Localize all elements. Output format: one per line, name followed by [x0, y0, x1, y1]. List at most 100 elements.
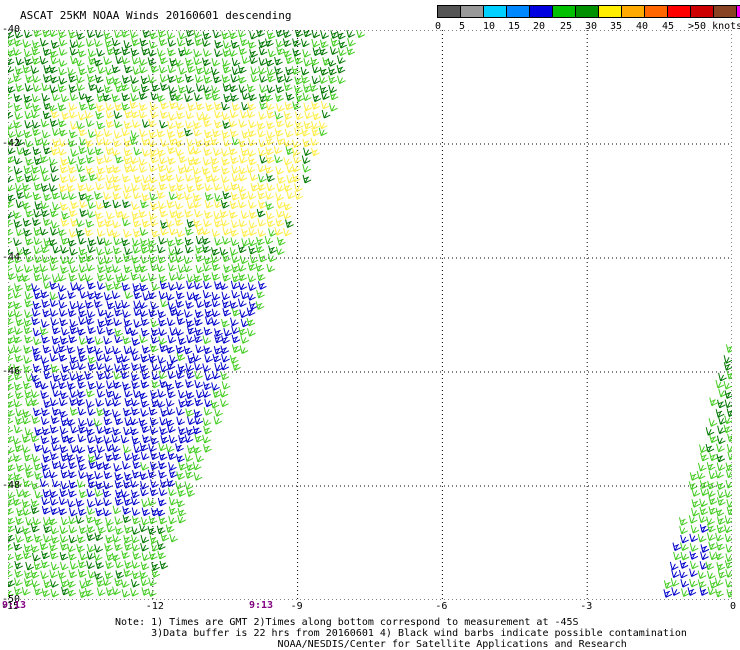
wind-barb — [237, 199, 247, 209]
wind-barb — [104, 570, 114, 580]
wind-barb — [60, 578, 70, 588]
wind-barb — [22, 409, 32, 418]
wind-barb — [66, 452, 76, 462]
wind-barb — [52, 373, 62, 382]
wind-barb — [103, 255, 113, 264]
wind-barb — [105, 587, 115, 596]
wind-barb — [201, 38, 211, 47]
wind-barb — [258, 57, 268, 66]
wind-barb — [31, 120, 41, 129]
wind-barb — [87, 237, 97, 247]
wind-barb — [139, 308, 149, 318]
wind-barb — [121, 461, 131, 470]
wind-barb — [258, 46, 268, 56]
wind-barb — [148, 308, 158, 318]
wind-barb — [192, 425, 202, 435]
wind-barb — [51, 336, 61, 345]
wind-barb — [78, 272, 87, 282]
wind-barb — [33, 336, 42, 346]
wind-barb — [39, 263, 49, 273]
wind-barb — [250, 73, 260, 83]
wind-barb — [79, 102, 88, 111]
wind-barb — [291, 147, 301, 156]
wind-barb — [78, 66, 88, 76]
wind-barb — [689, 533, 699, 543]
wind-barb — [177, 507, 187, 517]
wind-barb — [24, 57, 33, 66]
wind-barb — [8, 175, 14, 183]
wind-barb — [158, 370, 168, 380]
wind-barb — [34, 137, 44, 146]
wind-barb — [14, 30, 23, 39]
wind-barb — [8, 553, 14, 561]
wind-barb — [149, 417, 159, 426]
wind-barb — [33, 182, 43, 191]
wind-barb — [211, 57, 221, 67]
wind-barb — [214, 192, 223, 202]
wind-barb — [285, 219, 294, 228]
wind-barb — [185, 390, 195, 400]
wind-barb — [187, 416, 196, 425]
wind-barb — [77, 507, 87, 516]
wind-barb — [75, 498, 85, 508]
wind-barb — [691, 508, 700, 517]
wind-barb — [302, 174, 312, 184]
wind-barb — [130, 489, 140, 499]
wind-barb — [131, 570, 141, 580]
wind-barb — [104, 38, 114, 48]
wind-barb — [147, 48, 157, 57]
wind-barb — [250, 183, 260, 192]
wind-barb — [113, 30, 123, 39]
wind-barb — [291, 66, 301, 75]
wind-barb — [94, 191, 103, 200]
wind-barb — [87, 200, 97, 210]
wind-barb — [725, 479, 732, 489]
note-line-1: Note: 1) Times are GMT 2)Times along bot… — [115, 617, 579, 628]
wind-barb — [8, 580, 16, 588]
wind-barb — [61, 211, 70, 220]
wind-barb — [85, 94, 94, 103]
wind-barb — [8, 285, 14, 292]
wind-barb — [222, 64, 232, 74]
wind-barb — [105, 453, 114, 462]
wind-barb — [8, 508, 14, 515]
wind-barb — [183, 255, 193, 265]
wind-barb — [85, 138, 94, 148]
wind-barb — [23, 345, 33, 354]
wind-barb — [671, 569, 680, 579]
wind-barb — [195, 299, 205, 308]
wind-barb — [193, 56, 203, 66]
wind-barb — [49, 579, 59, 588]
wind-barb — [247, 102, 257, 111]
wind-barb — [139, 363, 149, 373]
wind-barb — [147, 273, 157, 282]
wind-barb — [86, 506, 96, 516]
wind-barb — [274, 227, 284, 236]
wind-barb — [8, 301, 15, 309]
wind-barb — [50, 146, 60, 156]
wind-barb — [87, 244, 96, 254]
wind-barb — [48, 516, 58, 526]
wind-barb — [34, 471, 43, 480]
wind-barb — [178, 66, 188, 75]
colorbar-label: 10 — [483, 21, 496, 32]
footnotes: Note: 1) Times are GMT 2)Times along bot… — [115, 617, 687, 650]
wind-barb — [106, 227, 116, 237]
wind-barb — [195, 245, 204, 254]
wind-barb — [105, 76, 115, 85]
wind-barb — [77, 156, 87, 165]
wind-barb — [231, 173, 241, 182]
wind-barb — [69, 407, 79, 416]
wind-barb — [66, 345, 76, 354]
wind-barb — [265, 155, 275, 164]
wind-barb — [123, 264, 133, 274]
wind-barb — [176, 228, 186, 238]
wind-barb — [203, 255, 213, 265]
wind-barb — [33, 290, 43, 300]
wind-barb — [131, 526, 141, 535]
wind-barb — [312, 93, 322, 103]
wind-barb — [84, 577, 94, 587]
wind-barb — [124, 290, 134, 299]
wind-barb — [715, 588, 724, 598]
wind-barb — [130, 588, 139, 597]
